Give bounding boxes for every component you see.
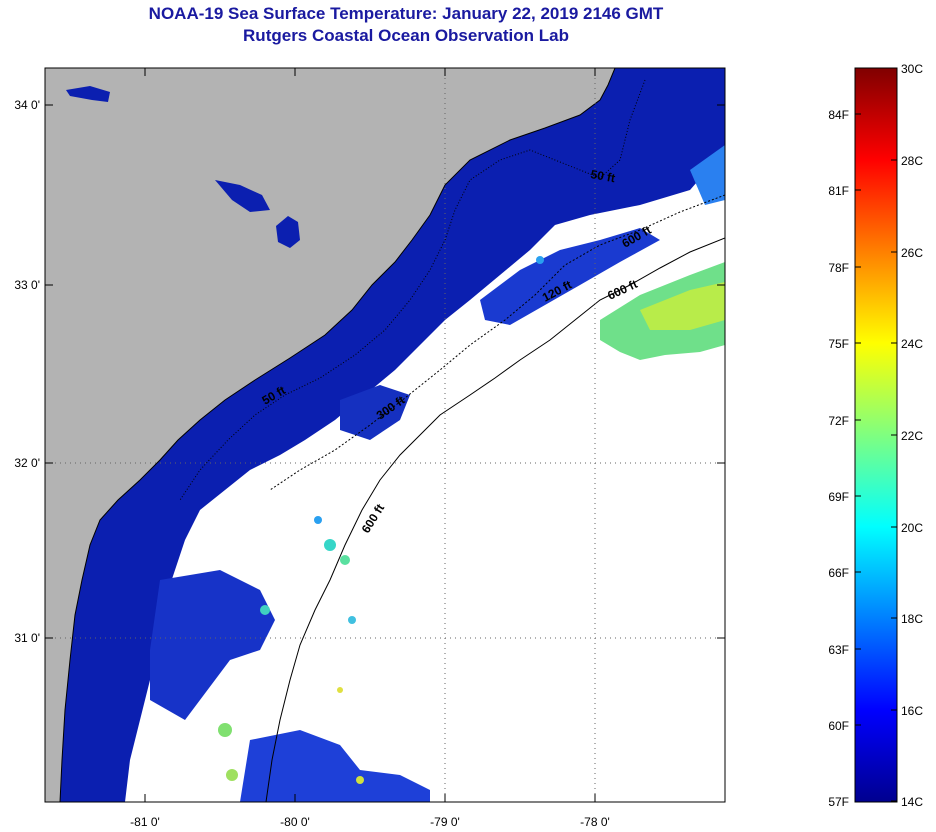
- cb-label-24c: 24C: [901, 337, 923, 351]
- cb-label-60f: 60F: [828, 719, 849, 733]
- cb-label-69f: 69F: [828, 490, 849, 504]
- map-panel: [45, 68, 725, 802]
- cb-label-75f: 75F: [828, 337, 849, 351]
- cb-label-66f: 66F: [828, 566, 849, 580]
- sst-patch-lake: [276, 216, 300, 248]
- colorbar-celsius-labels: 30C 28C 26C 24C 22C 20C 18C 16C 14C: [901, 62, 923, 809]
- cb-label-81f: 81F: [828, 184, 849, 198]
- contour-label-50ft-north: 50 ft: [589, 167, 616, 185]
- cb-label-26c: 26C: [901, 246, 923, 260]
- cb-label-30c: 30C: [901, 62, 923, 76]
- lon-tick-79: -79 0': [430, 815, 460, 829]
- cb-label-28c: 28C: [901, 154, 923, 168]
- map-title: NOAA-19 Sea Surface Temperature: January…: [148, 4, 664, 23]
- colorbar-ticks: [855, 67, 897, 802]
- colorbar-gradient: [854, 67, 898, 803]
- cb-label-22c: 22C: [901, 429, 923, 443]
- lat-tick-34: 34 0': [14, 98, 40, 112]
- lat-tick-31: 31 0': [14, 631, 40, 645]
- isobath-600ft: [265, 237, 725, 802]
- cb-label-18c: 18C: [901, 612, 923, 626]
- cb-label-20c: 20C: [901, 521, 923, 535]
- sst-patch-south: [150, 570, 275, 720]
- isobath-contours: [59, 68, 725, 802]
- lat-tick-32: 32 0': [14, 456, 40, 470]
- lon-tick-78: -78 0': [580, 815, 610, 829]
- cb-label-14c: 14C: [901, 795, 923, 809]
- sst-gulfstream-core: [640, 282, 725, 330]
- sst-patch-mid: [340, 385, 410, 440]
- cb-label-78f: 78F: [828, 261, 849, 275]
- sst-patch-river: [66, 86, 110, 102]
- lat-tick-33: 33 0': [14, 278, 40, 292]
- lon-axis-labels: -81 0' -80 0' -79 0' -78 0': [130, 815, 610, 829]
- sst-coastal-band: [60, 68, 725, 802]
- cb-label-63f: 63F: [828, 643, 849, 657]
- cb-label-16c: 16C: [901, 704, 923, 718]
- coastline: [59, 68, 616, 802]
- cb-label-57f: 57F: [828, 795, 849, 809]
- land-area: [45, 68, 615, 802]
- sst-patch-north: [480, 228, 660, 325]
- map-frame: [44, 67, 726, 803]
- colorbar-fahrenheit-labels: 84F 81F 78F 75F 72F 69F 66F 63F 60F 57F: [828, 108, 849, 809]
- lon-tick-81: -81 0': [130, 815, 160, 829]
- graticule: [45, 68, 725, 802]
- colorbar: 30C 28C 26C 24C 22C 20C 18C 16C 14C 84F …: [828, 62, 923, 809]
- map-ticks: [45, 68, 725, 802]
- sst-patch-southeast: [240, 730, 430, 802]
- map-subtitle: Rutgers Coastal Ocean Observation Lab: [243, 26, 569, 45]
- lon-tick-80: -80 0': [280, 815, 310, 829]
- lat-axis-labels: 34 0' 33 0' 32 0' 31 0': [14, 98, 40, 645]
- cb-label-84f: 84F: [828, 108, 849, 122]
- isobath-120ft: [269, 194, 725, 491]
- sst-northeast-warm: [690, 145, 725, 205]
- cb-label-72f: 72F: [828, 414, 849, 428]
- sst-warm-spots: [218, 256, 544, 784]
- sst-patch-inland: [215, 180, 270, 212]
